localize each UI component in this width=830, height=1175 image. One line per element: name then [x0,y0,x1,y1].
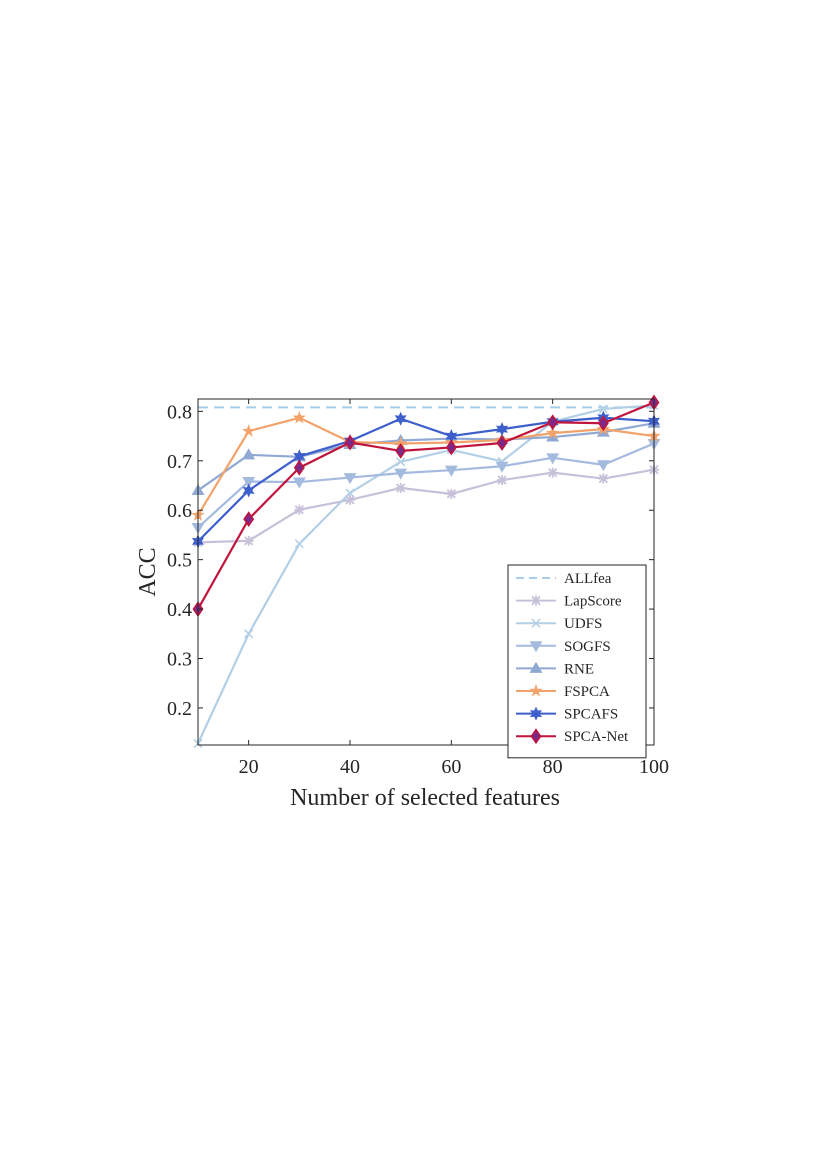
y-tick-label: 0.8 [167,401,192,423]
data-point-rne [546,430,560,442]
legend-label: UDFS [564,616,602,632]
data-point-lapscore [547,467,558,478]
data-point-lapscore [294,504,305,515]
data-point-udfs [244,629,254,639]
series-line-lapscore [197,468,655,544]
legend-marker [531,595,541,606]
series-line-sogfs [197,442,655,529]
data-point-fspca [242,424,256,437]
data-point-fspca [292,410,306,424]
data-point-sogfs [394,468,408,480]
data-point-lapscore [345,494,355,505]
series-line-udfs [197,404,655,744]
y-tick-label: 0.2 [167,698,192,720]
data-point-spca-net [243,511,255,528]
data-point-udfs [598,404,608,414]
series-spca-net [192,394,660,617]
legend-label: FSPCA [564,684,610,700]
data-point-spca-net [597,415,609,432]
data-point-fspca [394,436,408,450]
legend-marker [529,641,543,653]
plot-frame [197,398,655,746]
legend-marker [529,661,543,673]
legend-item-allfea: ALLfea [516,571,612,587]
data-point-sogfs [343,473,357,485]
legend: ALLfea LapScore UDFS SOGFS RNE FSPCA SPCAFS SPC… [507,564,647,759]
legend-box [507,564,647,759]
data-point-spca-net [496,435,508,451]
series-line-fspca [197,416,655,516]
y-tick-label: 0.5 [167,550,192,572]
x-tick-label: 100 [639,756,669,778]
x-tick-label: 80 [543,756,563,778]
legend-item-fspca: FSPCA [516,684,610,700]
data-point-spcafs [293,449,306,464]
x-axis-title: Number of selected features [290,785,560,811]
x-tick-label: 20 [239,756,259,778]
data-point-udfs [294,539,304,549]
axes-layer: 20 40 60 80 100 0.2 0.3 0.4 0.5 0.6 0.7 0.8 [167,398,669,778]
data-point-sogfs [292,477,306,489]
y-tick-label: 0.6 [167,500,192,522]
x-tick-label: 60 [441,756,461,778]
legend-item-udfs: UDFS [516,616,602,632]
data-point-lapscore [446,488,457,499]
data-point-spca-net [547,414,559,431]
legend-label: SOGFS [564,639,611,655]
data-point-sogfs [546,453,560,465]
legend-item-spcafs: SPCAFS [516,706,618,723]
data-point-sogfs [444,465,458,477]
data-point-sogfs [242,477,256,489]
data-point-fspca [546,426,560,439]
data-point-udfs [396,457,406,467]
data-point-sogfs [596,460,610,472]
data-point-spca-net [293,459,305,476]
data-point-lapscore [598,473,609,484]
data-point-sogfs [495,461,509,473]
y-axis-title: ACC [135,547,161,596]
x-tick-label: 40 [340,756,360,778]
data-point-lapscore [395,482,406,493]
legend-item-spca-net: SPCA-Net [516,728,629,745]
legend-label: SPCAFS [564,707,618,723]
series-udfs [193,400,659,749]
data-point-lapscore [243,535,254,546]
y-tick-label: 0.3 [167,649,192,671]
y-tick-label: 0.7 [167,451,192,473]
data-point-spca-net [445,439,457,456]
legend-label: RNE [564,661,594,677]
series-line-spca-net [197,401,655,610]
data-point-udfs [345,488,355,498]
series-line-spcafs [197,416,655,543]
data-point-spca-net [395,442,407,459]
legend-marker [531,618,541,628]
legend-item-lapscore: LapScore [516,594,622,610]
legend-marker [529,684,543,697]
y-tick-label: 0.4 [167,599,192,621]
data-point-spcafs [495,422,509,437]
legend-label: ALLfea [564,571,612,587]
data-point-spcafs [445,429,458,444]
legend-item-sogfs: SOGFS [516,639,611,655]
data-point-spcafs [242,483,255,498]
data-point-spcafs [394,411,407,426]
legend-marker [530,728,542,745]
legend-item-rne: RNE [516,661,594,677]
legend-label: SPCA-Net [564,729,629,745]
legend-label: LapScore [564,594,622,610]
data-point-lapscore [497,475,507,486]
legend-marker [529,706,543,721]
data-point-spca-net [344,434,356,451]
series-line-rne [197,422,655,492]
data-point-rne [242,448,256,460]
